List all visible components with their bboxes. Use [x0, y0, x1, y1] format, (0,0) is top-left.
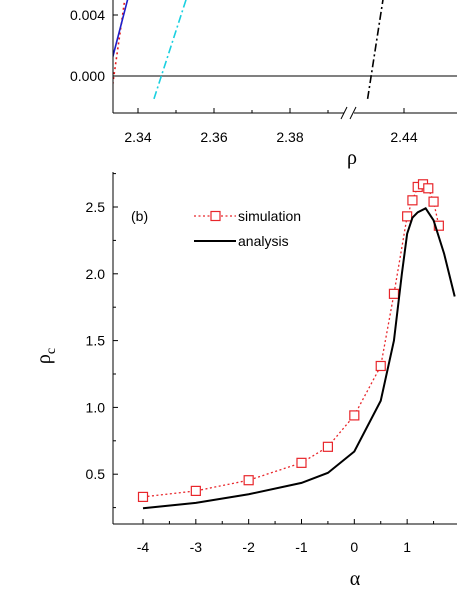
panel-a-axis-break-mark-1: [340, 106, 348, 120]
panel-a-x-tick-label: 2.36: [200, 129, 227, 145]
simulation-point: [428, 196, 439, 207]
panel-a-series-line-4: [366, 0, 384, 99]
panel-b-x-tick-label: 0: [350, 539, 358, 555]
panel-a-x-axis-label: ρ: [347, 147, 357, 169]
panel-b-label: (b): [131, 208, 148, 224]
panel-a-x-tick-label: 2.38: [276, 129, 303, 145]
simulation-point: [243, 475, 254, 486]
legend-simulation-marker: [210, 210, 221, 222]
panel-b-y-tick-label: 1.0: [86, 399, 106, 415]
panel-b-x-tick-label: 1: [403, 539, 411, 555]
panel-b-y-tick-label: 0.5: [86, 466, 106, 482]
panel-b-x-axis-label: α: [350, 568, 361, 590]
simulation-point: [423, 183, 434, 194]
panel-a-series-4: [366, 0, 384, 99]
panel-a-x-tick-label: 2.34: [124, 129, 151, 145]
simulation-point: [388, 288, 400, 299]
simulation-point: [137, 491, 149, 503]
panel-a-axis-break-mark-2: [349, 106, 357, 120]
panel-a-series-line-3: [153, 0, 187, 100]
simulation-point: [349, 410, 360, 421]
panel-b-x-tick-label: -2: [242, 539, 255, 555]
panel-b-y-axis-label: ρc: [33, 348, 59, 364]
analysis-line: [142, 207, 456, 510]
panel-b-analysis-series: [142, 207, 456, 510]
legend: simulation analysis: [194, 208, 301, 249]
panel-b-x-tick-label: -4: [137, 539, 150, 555]
legend-simulation-label: simulation: [238, 208, 301, 224]
simulation-point: [190, 485, 201, 496]
simulation-point: [407, 195, 418, 206]
panel-a-x-tick-label: 2.44: [390, 129, 417, 145]
simulation-point: [296, 457, 307, 468]
panel-a-series-3: [153, 0, 187, 100]
panel-b-y-tick-label: 2.5: [86, 199, 106, 215]
panel-a-y-tick-label: 0.004: [70, 7, 105, 23]
simulation-point: [402, 211, 413, 222]
legend-analysis-label: analysis: [238, 233, 289, 249]
panel-a-y-tick-label: 0.000: [70, 68, 105, 84]
panel-b-y-tick-label: 2.0: [86, 266, 106, 282]
panel-a-series-line-2: [113, 0, 129, 60]
panel-b-y-tick-label: 1.5: [86, 333, 106, 349]
panel-b-x-tick-label: -3: [190, 539, 203, 555]
panel-b-x-tick-label: -1: [295, 539, 308, 555]
panel-b-simulation-series: [137, 179, 444, 503]
simulation-point: [375, 360, 386, 372]
panel-a-series-2: [113, 0, 129, 60]
simulation-point: [322, 441, 334, 452]
